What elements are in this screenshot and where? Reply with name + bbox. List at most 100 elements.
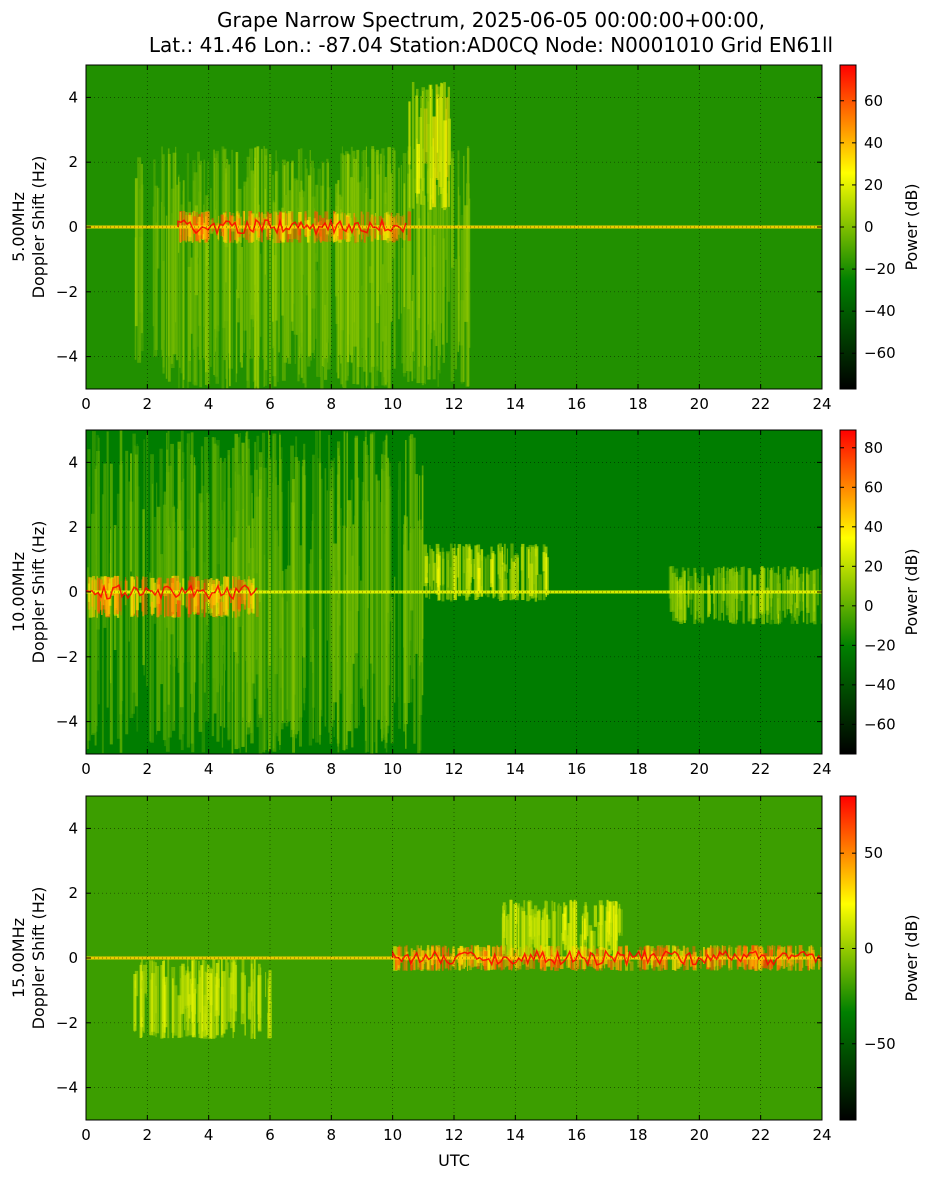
y-tick-label: 0	[68, 949, 78, 967]
y-tick-label: 2	[68, 153, 78, 171]
x-tick-label: 16	[567, 760, 586, 778]
feature-0-1	[408, 82, 451, 211]
feature-2-0	[133, 958, 272, 1039]
x-tick-label: 14	[506, 760, 525, 778]
x-tick-label: 8	[327, 395, 337, 413]
feature-1-3	[668, 566, 822, 625]
y-axis-label-band: 10.00MHz	[9, 552, 28, 632]
x-tick-label: 20	[690, 395, 709, 413]
feature-1-2	[423, 543, 549, 602]
y-tick-label: 4	[68, 819, 78, 837]
x-tick-label: 18	[628, 395, 647, 413]
colorbar-tick-label: 60	[864, 478, 883, 496]
y-tick-label: −2	[56, 1014, 78, 1032]
x-tick-label: 12	[444, 760, 463, 778]
colorbar-tick-label: −60	[864, 715, 896, 733]
y-tick-label: −4	[56, 1079, 78, 1097]
y-tick-label: −4	[56, 713, 78, 731]
colorbar-tick-label: 60	[864, 92, 883, 110]
colorbar-tick-label: −50	[864, 1035, 896, 1053]
x-tick-label: 14	[506, 395, 525, 413]
colorbar-label: Power (dB)	[902, 183, 921, 270]
colorbar-tick-label: 20	[864, 176, 883, 194]
colorbar-tick-label: 20	[864, 557, 883, 575]
x-tick-label: 12	[444, 395, 463, 413]
colorbar-tick-label: 50	[864, 844, 883, 862]
y-tick-label: 0	[68, 218, 78, 236]
x-tick-label: 16	[567, 395, 586, 413]
x-tick-label: 18	[628, 760, 647, 778]
heatmap-1	[86, 430, 822, 754]
x-tick-label: 10	[383, 395, 402, 413]
y-axis-label-doppler: Doppler Shift (Hz)	[29, 156, 48, 299]
x-tick-label: 10	[383, 1126, 402, 1144]
x-tick-label: 8	[327, 1126, 337, 1144]
x-tick-label: 2	[143, 1126, 153, 1144]
y-axis-label-doppler: Doppler Shift (Hz)	[29, 521, 48, 664]
colorbar-tick-label: 0	[864, 218, 874, 236]
y-tick-label: −2	[56, 648, 78, 666]
feature-2-2	[501, 899, 623, 958]
colorbar-label: Power (dB)	[902, 914, 921, 1001]
figure-title-line1: Grape Narrow Spectrum, 2025-06-05 00:00:…	[217, 8, 765, 32]
y-tick-label: 4	[68, 88, 78, 106]
x-tick-label: 22	[751, 760, 770, 778]
x-tick-label: 12	[444, 1126, 463, 1144]
colorbar-tick-label: 0	[864, 597, 874, 615]
x-tick-label: 0	[81, 1126, 91, 1144]
colorbar-tick-label: 0	[864, 939, 874, 957]
x-tick-label: 20	[690, 760, 709, 778]
colorbar-tick-label: 40	[864, 518, 883, 536]
carrier-trace	[391, 948, 822, 968]
y-tick-label: −2	[56, 283, 78, 301]
y-tick-label: −4	[56, 348, 78, 366]
y-tick-label: 4	[68, 453, 78, 471]
x-tick-label: 6	[265, 1126, 275, 1144]
colorbar-tick-label: 80	[864, 439, 883, 457]
x-tick-label: 0	[81, 395, 91, 413]
heatmap-0	[86, 65, 822, 389]
x-tick-label: 22	[751, 395, 770, 413]
x-tick-label: 24	[812, 760, 831, 778]
x-tick-label: 14	[506, 1126, 525, 1144]
colorbar-tick-label: −60	[864, 344, 896, 362]
x-axis-label: UTC	[438, 1151, 470, 1170]
x-tick-label: 16	[567, 1126, 586, 1144]
colorbar	[839, 795, 857, 1121]
x-tick-label: 8	[327, 760, 337, 778]
colorbar-tick-label: 40	[864, 134, 883, 152]
y-tick-label: 2	[68, 884, 78, 902]
x-tick-label: 24	[812, 395, 831, 413]
x-tick-label: 4	[204, 395, 214, 413]
colorbar-tick-label: −20	[864, 260, 896, 278]
x-tick-label: 4	[204, 760, 214, 778]
y-axis-label-band: 5.00MHz	[9, 192, 28, 262]
colorbar-tick-label: −40	[864, 676, 896, 694]
figure-title-line2: Lat.: 41.46 Lon.: -87.04 Station:AD0CQ N…	[149, 33, 833, 57]
feature-0-0	[134, 146, 471, 389]
x-tick-label: 10	[383, 760, 402, 778]
x-tick-label: 6	[265, 395, 275, 413]
colorbar	[839, 429, 857, 755]
x-tick-label: 18	[628, 1126, 647, 1144]
y-axis-label-band: 15.00MHz	[9, 918, 28, 998]
colorbar-tick-label: −40	[864, 302, 896, 320]
colorbar-label: Power (dB)	[902, 548, 921, 635]
x-tick-label: 22	[751, 1126, 770, 1144]
x-tick-label: 6	[265, 760, 275, 778]
carrier-trace	[86, 583, 258, 601]
y-tick-label: 2	[68, 518, 78, 536]
colorbar-tick-label: −20	[864, 636, 896, 654]
y-axis-label-doppler: Doppler Shift (Hz)	[29, 887, 48, 1030]
x-tick-label: 2	[143, 395, 153, 413]
x-tick-label: 4	[204, 1126, 214, 1144]
x-tick-label: 2	[143, 760, 153, 778]
y-tick-label: 0	[68, 583, 78, 601]
x-tick-label: 24	[812, 1126, 831, 1144]
x-tick-label: 0	[81, 760, 91, 778]
